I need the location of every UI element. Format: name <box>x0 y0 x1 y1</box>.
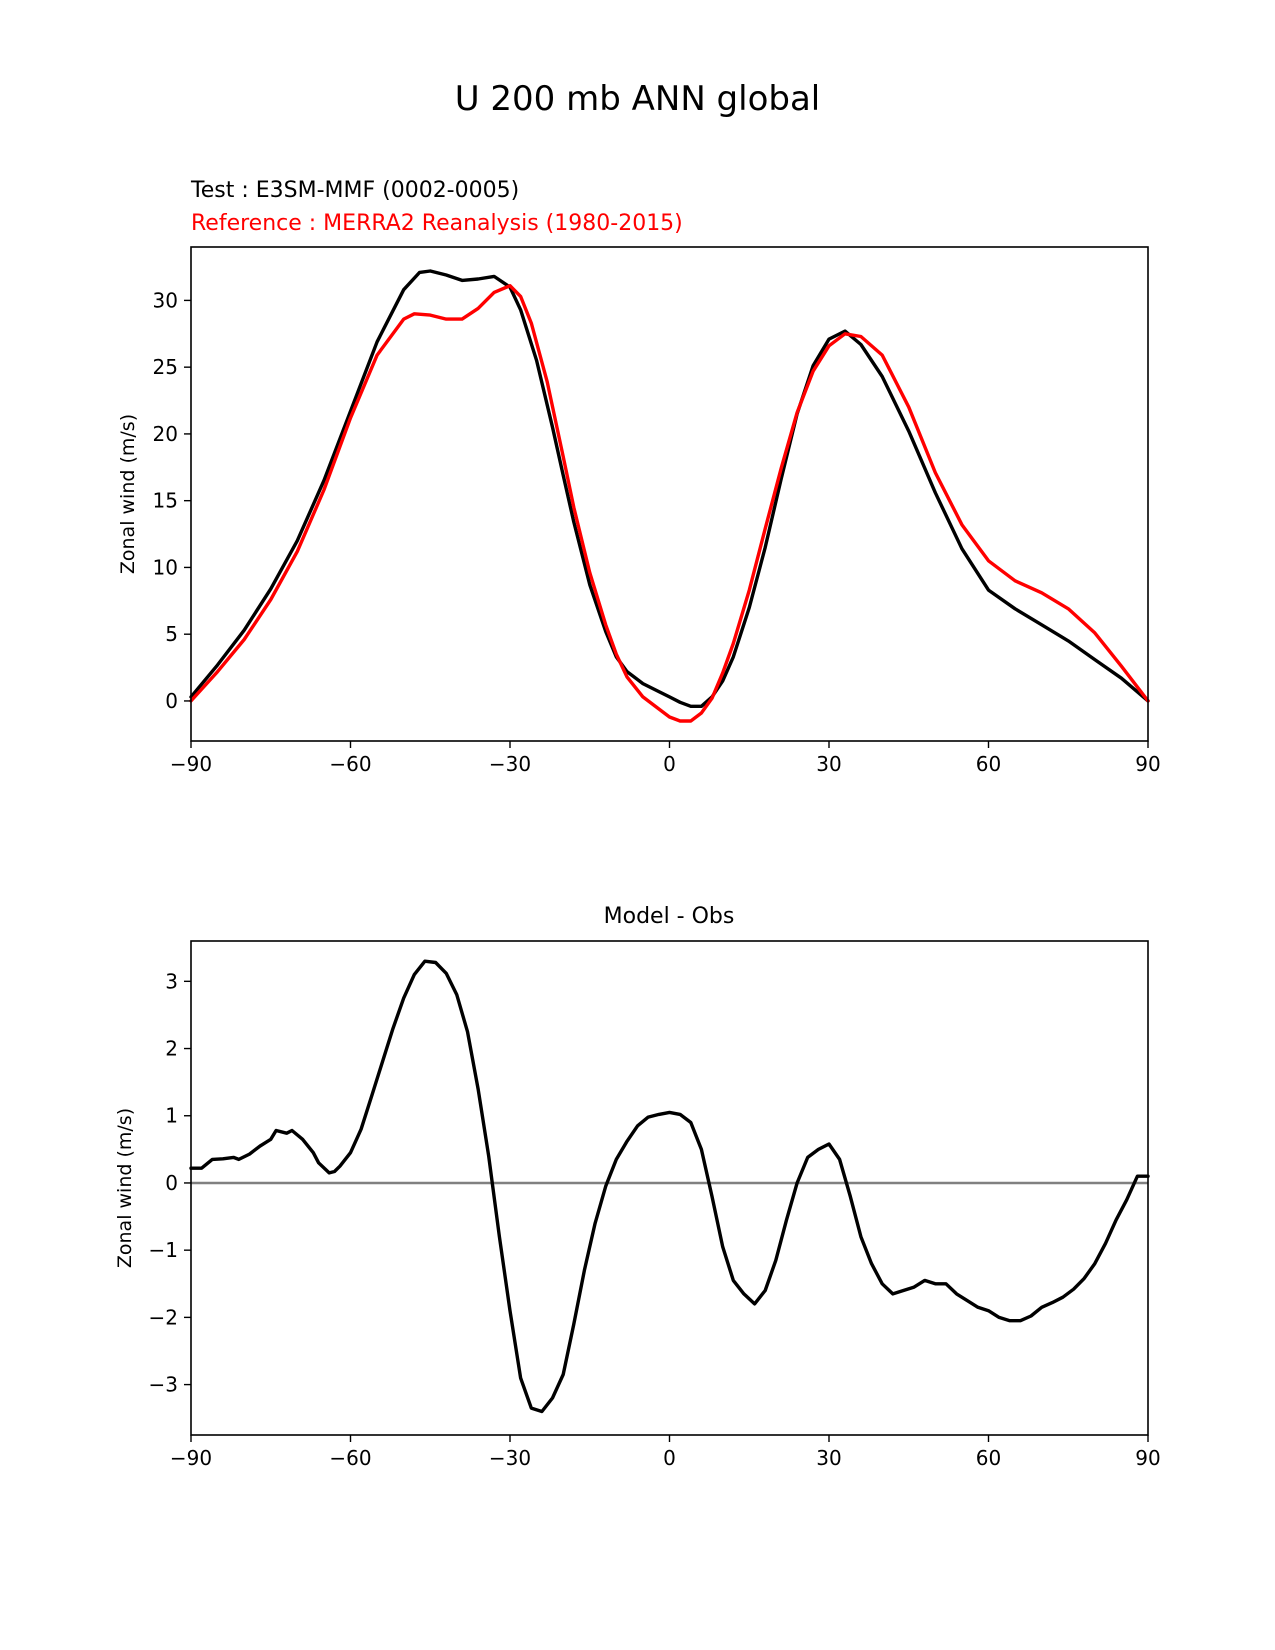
bottom-ytick-label: −3 <box>149 1373 178 1397</box>
bottom-axes-frame <box>190 940 1149 1436</box>
reference-label: Reference : MERRA2 Reanalysis (1980-2015… <box>191 211 683 236</box>
top-ytick-label: 10 <box>153 555 178 579</box>
top-series-line-0 <box>189 269 1150 708</box>
top-xtick-label: −60 <box>329 752 371 776</box>
bottom-ytick-label: −1 <box>149 1238 178 1262</box>
bottom-xtick-label: 30 <box>816 1446 841 1470</box>
top-xtick-label: 0 <box>663 752 676 776</box>
bottom-xtick-label: 60 <box>976 1446 1001 1470</box>
bottom-ytick-label: −2 <box>149 1305 178 1329</box>
bottom-ytick-label: 3 <box>165 969 178 993</box>
top-xtick-label: 30 <box>816 752 841 776</box>
bottom-ylabel: Zonal wind (m/s) <box>114 1108 136 1268</box>
top-ytick-label: 5 <box>165 622 178 646</box>
difference-plot-title: Model - Obs <box>604 904 735 929</box>
bottom-series-line-0 <box>189 959 1150 1414</box>
bottom-ytick-label: 0 <box>165 1171 178 1195</box>
top-xtick-label: −30 <box>489 752 531 776</box>
top-ytick-label: 25 <box>153 355 178 379</box>
top-xtick-label: 60 <box>976 752 1001 776</box>
bottom-plot-area: −90 −60 −30 0 30 60 90 −3 −2 −1 0 1 2 3 Zonal wind (m/… <box>114 940 1161 1470</box>
bottom-xtick-label: −30 <box>489 1446 531 1470</box>
bottom-xtick-label: −60 <box>329 1446 371 1470</box>
top-xtick-label: −90 <box>170 752 212 776</box>
top-xtick-label: 90 <box>1135 752 1160 776</box>
bottom-ytick-label: 1 <box>165 1104 178 1128</box>
bottom-xtick-label: 90 <box>1135 1446 1160 1470</box>
bottom-xtick-label: 0 <box>663 1446 676 1470</box>
top-plot-area: −90 −60 −30 0 30 60 90 0 5 10 15 20 25 30 Zonal wind (… <box>117 246 1161 776</box>
top-ylabel: Zonal wind (m/s) <box>117 414 139 574</box>
top-ytick-label: 30 <box>153 288 178 312</box>
bottom-ytick-label: 2 <box>165 1037 178 1061</box>
top-ytick-label: 20 <box>153 422 178 446</box>
test-label: Test : E3SM-MMF (0002-0005) <box>190 178 519 203</box>
figure-title: U 200 mb ANN global <box>455 79 821 119</box>
top-axes-frame <box>190 246 1149 742</box>
top-ytick-label: 0 <box>165 689 178 713</box>
top-ytick-label: 15 <box>153 489 178 513</box>
top-series-line-1 <box>189 284 1150 723</box>
bottom-xtick-label: −90 <box>170 1446 212 1470</box>
